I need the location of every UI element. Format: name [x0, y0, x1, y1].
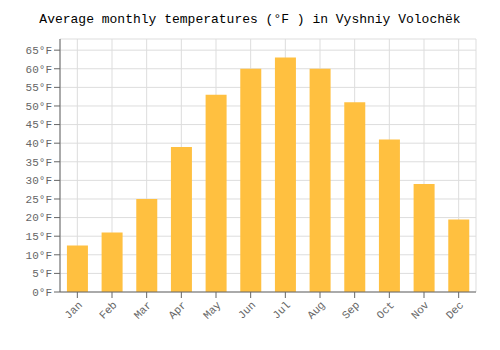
- svg-text:Dec: Dec: [444, 299, 466, 321]
- svg-text:Sep: Sep: [340, 299, 362, 321]
- svg-text:25°F: 25°F: [26, 194, 52, 206]
- svg-text:0°F: 0°F: [32, 287, 52, 299]
- svg-text:Apr: Apr: [166, 299, 188, 321]
- svg-text:40°F: 40°F: [26, 138, 52, 150]
- svg-text:20°F: 20°F: [26, 212, 52, 224]
- svg-text:45°F: 45°F: [26, 119, 52, 131]
- svg-text:May: May: [201, 299, 224, 322]
- svg-text:50°F: 50°F: [26, 101, 52, 113]
- svg-text:35°F: 35°F: [26, 157, 52, 169]
- svg-text:Feb: Feb: [97, 299, 119, 321]
- svg-text:10°F: 10°F: [26, 250, 52, 262]
- svg-text:30°F: 30°F: [26, 175, 52, 187]
- svg-text:Mar: Mar: [132, 299, 154, 321]
- svg-text:Nov: Nov: [409, 299, 432, 322]
- svg-text:60°F: 60°F: [26, 64, 52, 76]
- svg-text:65°F: 65°F: [26, 45, 52, 57]
- svg-text:Jun: Jun: [236, 299, 258, 321]
- svg-text:55°F: 55°F: [26, 82, 52, 94]
- svg-text:Oct: Oct: [374, 299, 396, 321]
- svg-text:15°F: 15°F: [26, 231, 52, 243]
- svg-text:Aug: Aug: [305, 299, 327, 321]
- svg-text:Jul: Jul: [270, 299, 292, 321]
- svg-text:5°F: 5°F: [32, 268, 52, 280]
- html-text:Average monthly temperatures (: Average monthly temperatures (°F ) in Vy…: [39, 12, 461, 27]
- svg-text:Jan: Jan: [62, 299, 84, 321]
